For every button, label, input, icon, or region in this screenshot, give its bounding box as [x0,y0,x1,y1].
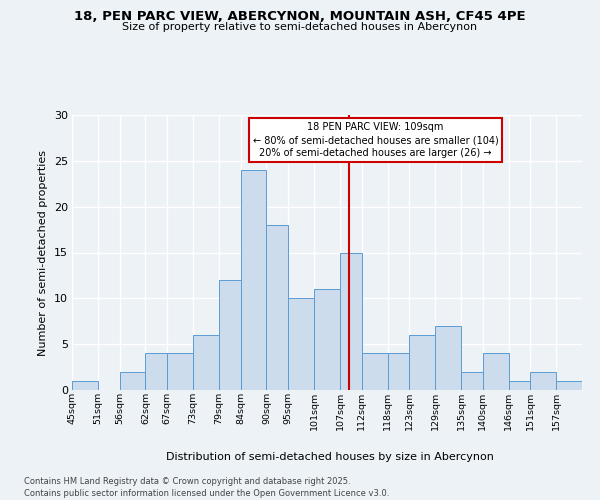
Bar [509,381,530,390]
Bar [362,354,388,390]
Bar [556,381,582,390]
Bar [266,225,288,390]
Bar [388,354,409,390]
Text: Distribution of semi-detached houses by size in Abercynon: Distribution of semi-detached houses by … [166,452,494,462]
Bar [193,335,219,390]
Bar [219,280,241,390]
Bar [72,381,98,390]
Bar [288,298,314,390]
Bar [119,372,145,390]
Y-axis label: Number of semi-detached properties: Number of semi-detached properties [38,150,48,356]
Bar [482,354,509,390]
Text: 18 PEN PARC VIEW: 109sqm
← 80% of semi-detached houses are smaller (104)
20% of : 18 PEN PARC VIEW: 109sqm ← 80% of semi-d… [253,122,499,158]
Bar [340,252,362,390]
Bar [314,289,340,390]
Bar [167,354,193,390]
Bar [461,372,482,390]
Bar [409,335,435,390]
Bar [241,170,266,390]
Text: Contains HM Land Registry data © Crown copyright and database right 2025.
Contai: Contains HM Land Registry data © Crown c… [24,476,389,498]
Text: Size of property relative to semi-detached houses in Abercynon: Size of property relative to semi-detach… [122,22,478,32]
Text: 18, PEN PARC VIEW, ABERCYNON, MOUNTAIN ASH, CF45 4PE: 18, PEN PARC VIEW, ABERCYNON, MOUNTAIN A… [74,10,526,23]
Bar [435,326,461,390]
Bar [145,354,167,390]
Bar [530,372,556,390]
